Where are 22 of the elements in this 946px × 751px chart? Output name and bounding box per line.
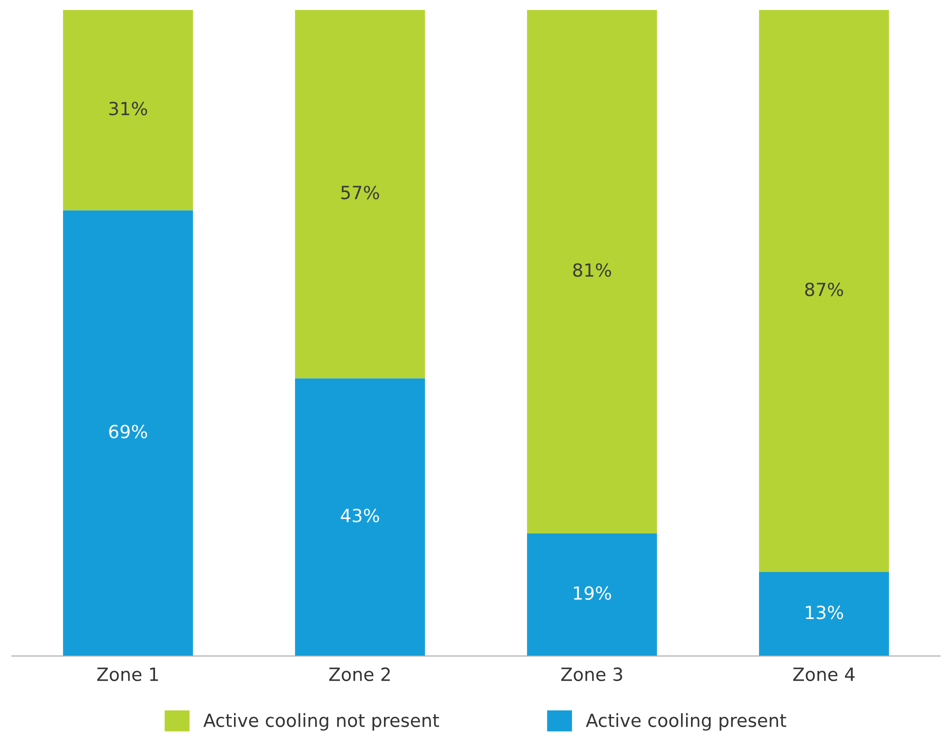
bar <box>63 10 193 210</box>
legend-label: Active cooling present <box>586 713 786 731</box>
data-label: 81% <box>573 263 612 277</box>
data-label: 31% <box>109 102 148 116</box>
bar <box>759 572 889 656</box>
data-label: 57% <box>341 186 380 200</box>
data-label: 19% <box>574 586 612 600</box>
data-label: 87% <box>805 282 844 296</box>
bar <box>295 10 425 378</box>
bar <box>295 378 425 656</box>
x-tick-label: Zone 2 <box>329 667 390 682</box>
bar <box>63 210 193 656</box>
bar <box>759 10 889 572</box>
data-label: 43% <box>340 508 380 522</box>
data-label: 69% <box>109 424 148 438</box>
data-label: 13% <box>806 606 844 620</box>
legend-label: Active cooling not present <box>203 713 440 731</box>
x-tick-label: Zone 4 <box>793 668 855 682</box>
x-tick-label: Zone 3 <box>561 667 622 682</box>
bar <box>527 10 657 534</box>
bar <box>527 533 657 656</box>
x-tick-label: Zone 1 <box>97 668 158 682</box>
